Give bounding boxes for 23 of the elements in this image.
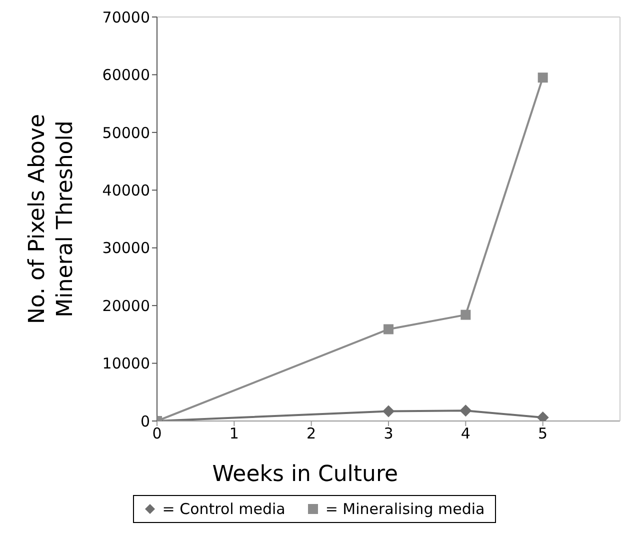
point: [384, 324, 394, 334]
x-axis-title: Weeks in Culture: [212, 462, 398, 487]
x-tick-label: 1: [229, 424, 239, 443]
y-tick-label: 40000: [102, 181, 150, 200]
point: [382, 405, 394, 418]
legend-label: = Control media: [162, 500, 286, 518]
x-tick-label: 0: [152, 424, 162, 443]
legend-label: = Mineralising media: [325, 500, 485, 518]
point: [538, 72, 548, 83]
y-tick-label: 60000: [102, 66, 150, 84]
x-tick-label: 3: [384, 424, 394, 443]
x-tick-label: 4: [460, 424, 470, 443]
point: [460, 310, 471, 320]
y-tick-label: 30000: [102, 239, 150, 258]
point: [460, 404, 472, 417]
y-tick-label: 20000: [102, 296, 150, 315]
y-axis-title: No. of Pixels Above Mineral Threshold: [25, 114, 78, 324]
y-tick-label: 50000: [102, 124, 150, 142]
y-tick-label: 70000: [102, 8, 150, 26]
y-tick-label: 0: [140, 412, 150, 430]
y-tick-label: 10000: [102, 354, 150, 373]
x-tick-label: 2: [306, 424, 316, 443]
x-tick-label: 5: [538, 424, 548, 443]
